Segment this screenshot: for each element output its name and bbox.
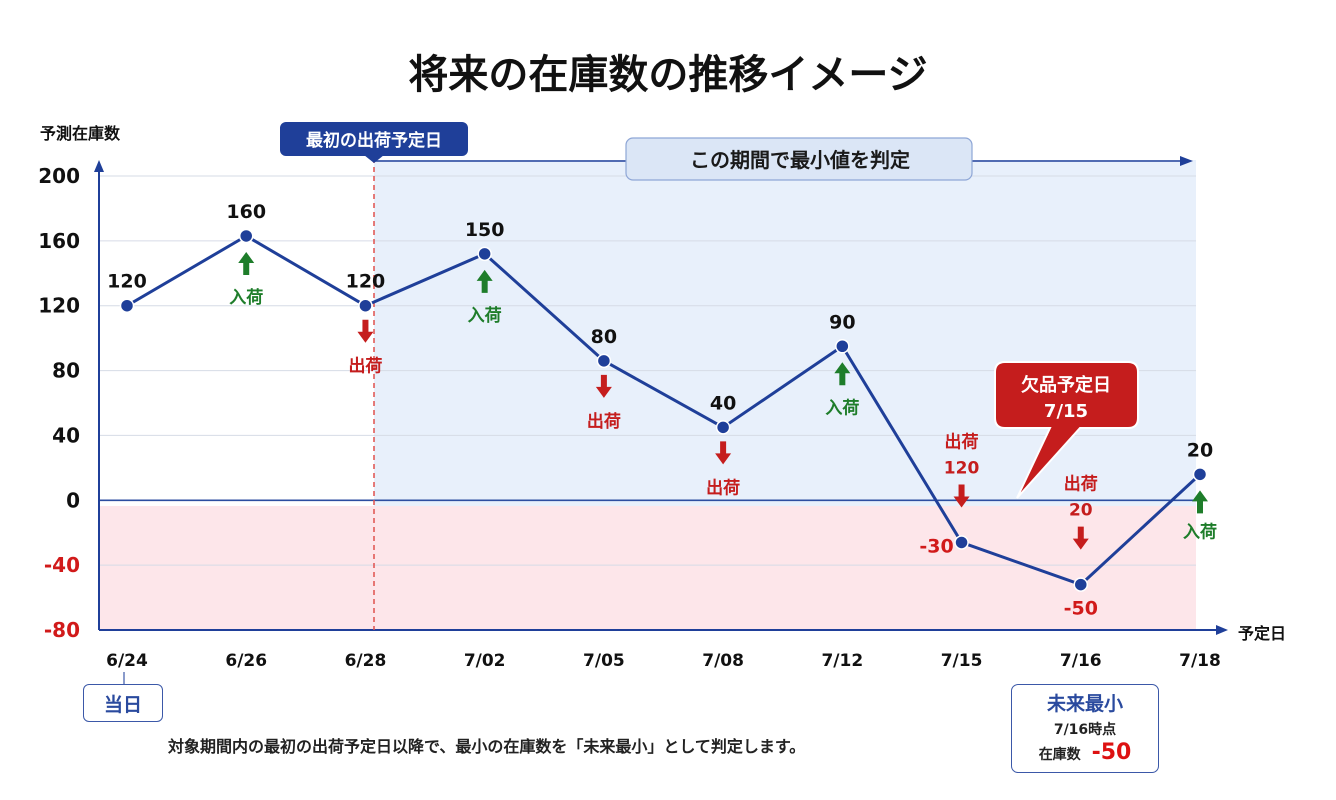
y-tick-label: 80 [52, 359, 80, 383]
data-point [477, 246, 492, 262]
first-shipment-label: 最初の出荷予定日 [306, 130, 442, 151]
evaluation-period-bg [374, 160, 1196, 506]
first-shipment-badge-tail [364, 155, 384, 163]
outbound-label: 出荷 [945, 431, 979, 452]
period-arrowhead [1180, 156, 1193, 166]
data-point [119, 298, 135, 313]
period-label: この期間で最小値を判定 [690, 148, 910, 172]
x-axis-arrowhead [1216, 625, 1228, 635]
inbound-label: 入荷 [229, 287, 263, 308]
data-label: -50 [1064, 598, 1098, 620]
y-tick-label: -80 [44, 618, 80, 642]
shortage-label: 欠品予定日 [1021, 374, 1111, 396]
inbound-arrow-icon [834, 362, 851, 386]
y-axis-arrowhead [94, 160, 104, 172]
y-tick-label: 40 [52, 423, 80, 447]
data-points [119, 228, 1208, 592]
inbound-label: 入荷 [825, 397, 859, 418]
x-tick-label: 7/08 [702, 651, 744, 671]
y-tick-label: 120 [38, 294, 80, 318]
data-point [596, 353, 612, 369]
outbound-label: 出荷 [706, 477, 740, 498]
period-label-box [625, 137, 973, 181]
inbound-arrow-icon [1192, 490, 1208, 514]
data-label: 40 [710, 392, 736, 414]
gridlines [99, 175, 1196, 566]
today-badge: 当日 [83, 684, 163, 722]
data-label: 80 [591, 326, 617, 348]
inbound-arrow-icon [476, 269, 493, 293]
data-label: 160 [226, 201, 266, 223]
footnote: 対象期間内の最初の出荷予定日以降で、最小の在庫数を「未来最小」として判定します。 [168, 737, 806, 756]
series-line [126, 234, 1202, 587]
data-label: 120 [346, 271, 386, 293]
shortage-date: 7/15 [1044, 401, 1088, 422]
data-label: 90 [829, 311, 855, 333]
outbound-arrow-icon [595, 374, 612, 398]
y-tick-labels: 200 160 120 80 40 0 -40 -80 [38, 164, 80, 642]
outbound-label: 出荷 [348, 356, 382, 377]
outbound-arrow-icon [953, 484, 970, 508]
x-tick-label: 7/18 [1179, 651, 1221, 671]
x-tick-label: 6/24 [106, 651, 148, 671]
outbound-qty-label: 120 [944, 458, 980, 478]
x-tick-label: 7/16 [1060, 651, 1102, 671]
data-point [954, 535, 969, 550]
y-tick-label: 160 [38, 229, 80, 253]
y-tick-label: 0 [66, 488, 80, 512]
x-tick-label: 7/05 [583, 651, 625, 671]
inbound-label: 入荷 [1183, 521, 1217, 542]
outbound-arrow-icon [715, 441, 732, 465]
outbound-label: 出荷 [587, 411, 621, 432]
future-min-stock-row: 在庫数 -50 [1012, 740, 1158, 765]
negative-stock-bg [99, 506, 1196, 630]
data-point [358, 298, 373, 313]
data-point [1073, 577, 1089, 592]
outbound-qty-label: 20 [1069, 501, 1093, 521]
chart-title: 将来の在庫数の推移イメージ [408, 52, 927, 98]
y-axis-label: 予測在庫数 [40, 124, 121, 143]
x-axis-label: 予定日 [1238, 624, 1286, 643]
first-shipment-badge [280, 122, 468, 156]
future-min-stock-value: -50 [1091, 740, 1132, 765]
inbound-arrow-icon [238, 251, 255, 275]
data-label: -30 [919, 535, 953, 557]
point-labels: 120 160 120 150 80 40 90 -30 -50 20 [107, 201, 1213, 620]
x-tick-label: 6/26 [225, 651, 267, 671]
y-tick-label: -40 [44, 553, 80, 577]
data-point [835, 339, 850, 354]
shortage-callout [994, 361, 1139, 499]
y-tick-label: 200 [38, 164, 80, 188]
data-point [238, 228, 254, 244]
outbound-arrow-icon [1072, 526, 1089, 550]
future-min-box: 未来最小 7/16時点 在庫数 -50 [1011, 684, 1159, 773]
data-label: 20 [1187, 439, 1213, 461]
data-point [715, 420, 731, 435]
x-tick-label: 7/12 [821, 651, 863, 671]
future-min-stock-label: 在庫数 [1038, 747, 1081, 763]
x-tick-label: 7/15 [941, 651, 983, 671]
outbound-label: 出荷 [1064, 474, 1098, 495]
future-min-title: 未来最小 [1046, 693, 1123, 715]
data-point [1192, 467, 1208, 482]
x-tick-label: 7/02 [464, 651, 506, 671]
x-tick-label: 6/28 [345, 651, 387, 671]
data-label: 120 [107, 271, 147, 293]
data-label: 150 [465, 219, 505, 241]
series-line-group [126, 234, 1202, 587]
x-tick-labels: 6/24 6/26 6/28 7/02 7/05 7/08 7/12 7/15 7/16 7/18 [106, 651, 1221, 671]
future-min-date: 7/16時点 [1053, 722, 1117, 738]
outbound-arrow-icon [357, 319, 374, 343]
inbound-label: 入荷 [468, 305, 502, 326]
